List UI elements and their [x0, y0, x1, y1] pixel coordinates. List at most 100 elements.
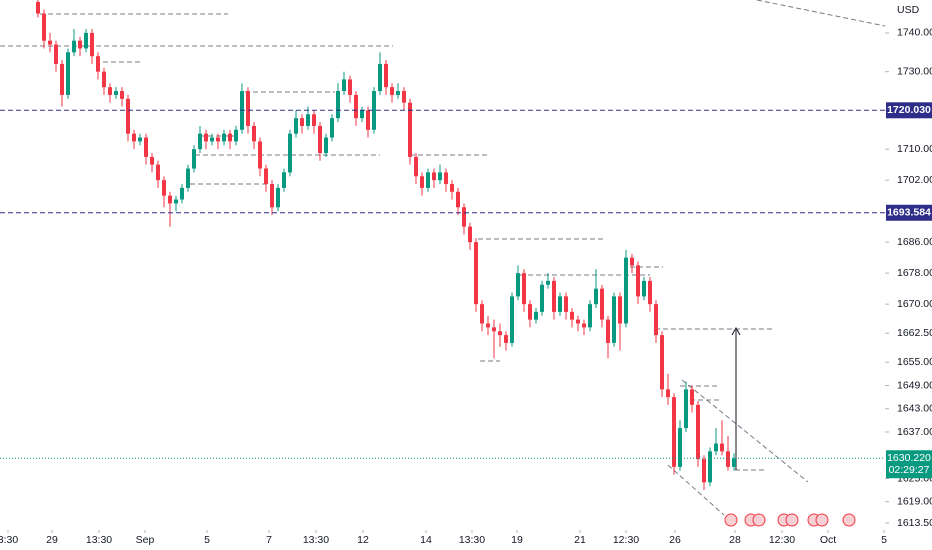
- candle-body: [197, 133, 202, 150]
- candle-body: [167, 195, 172, 204]
- candle-body: [191, 149, 196, 169]
- x-tick-label: 28: [729, 534, 741, 546]
- candle-body: [401, 91, 406, 103]
- candle-body: [497, 331, 502, 336]
- candle-body: [71, 40, 76, 53]
- trend-line: [756, 0, 891, 28]
- candle-body: [41, 13, 46, 41]
- candle-body: [443, 172, 448, 185]
- candle-body: [173, 199, 178, 204]
- x-tick-label: 13:30: [86, 534, 112, 546]
- candle-body: [485, 323, 490, 328]
- candle-body: [311, 114, 316, 126]
- candle-body: [701, 459, 706, 483]
- candle-body: [623, 257, 628, 324]
- candle-body: [389, 87, 394, 95]
- candle-body: [317, 125, 322, 154]
- candle-body: [137, 137, 142, 142]
- candle-body: [59, 63, 64, 95]
- candle-body: [203, 133, 208, 142]
- y-tick-label: 1613.500: [897, 517, 932, 529]
- candle-body: [671, 397, 676, 467]
- candle-body: [125, 98, 130, 134]
- x-tick-label: 19: [511, 534, 523, 546]
- candle-body: [467, 226, 472, 243]
- y-tick-label: 1686.000: [897, 236, 932, 248]
- candle-body: [509, 296, 514, 343]
- candle-body: [455, 191, 460, 208]
- candle-body: [251, 125, 256, 142]
- countdown: 02:29:27: [889, 464, 930, 476]
- x-tick-label: 21: [574, 534, 586, 546]
- candle-body: [383, 63, 388, 88]
- candle-body: [113, 91, 118, 95]
- candle-body: [215, 137, 220, 142]
- y-tick-label: 1710.000: [897, 143, 932, 155]
- candle-body: [227, 133, 232, 142]
- candle-body: [473, 242, 478, 305]
- candle-body: [707, 451, 712, 483]
- y-tick-label: 1740.000: [897, 27, 932, 39]
- event-icon: [752, 513, 766, 527]
- candle-body: [575, 319, 580, 324]
- candle-body: [347, 79, 352, 95]
- candle-body: [449, 184, 454, 192]
- candle-body: [431, 172, 436, 181]
- candle-body: [263, 168, 268, 185]
- candle-body: [371, 91, 376, 130]
- candle-body: [209, 137, 214, 142]
- currency: USD: [897, 4, 920, 16]
- x-tick-label: 13:30: [303, 534, 329, 546]
- y-tick-label: 1670.000: [897, 298, 932, 310]
- last-price-label: 1630.220: [887, 452, 931, 464]
- candle-body: [323, 137, 328, 154]
- x-tick-label: Oct: [820, 534, 836, 546]
- y-tick-label: 1637.000: [897, 426, 932, 438]
- time-axis: [0, 530, 932, 550]
- candle-body: [611, 296, 616, 343]
- candle-body: [95, 56, 100, 72]
- candle-body: [83, 32, 88, 49]
- candle-body: [581, 323, 586, 328]
- candle-body: [119, 91, 124, 99]
- candle-body: [269, 184, 274, 208]
- x-tick-label: 7: [266, 534, 272, 546]
- last-price-box: [886, 450, 932, 479]
- y-tick-label: 1649.000: [897, 379, 932, 391]
- candle-body: [683, 389, 688, 429]
- candle-body: [359, 110, 364, 119]
- candle-body: [341, 79, 346, 92]
- price-label: 1720.030: [887, 104, 931, 116]
- y-tick-label: 1702.000: [897, 174, 932, 186]
- candle-body: [665, 389, 670, 398]
- candle-body: [53, 44, 58, 64]
- candle-body: [65, 52, 70, 95]
- candle-body: [221, 133, 226, 142]
- candle-body: [77, 40, 82, 49]
- candle-body: [557, 296, 562, 312]
- candle-body: [587, 304, 592, 328]
- candle-body: [551, 280, 556, 312]
- candle-body: [377, 63, 382, 92]
- candle-body: [419, 176, 424, 188]
- candle-body: [413, 156, 418, 177]
- candle-body: [437, 172, 442, 181]
- candle-body: [629, 257, 634, 266]
- x-tick-label: 5: [881, 534, 887, 546]
- candle-body: [281, 172, 286, 188]
- plot: [0, 0, 885, 491]
- candle-body: [161, 180, 166, 196]
- y-tick-label: 1619.000: [897, 495, 932, 507]
- y-tick-label: 1655.000: [897, 356, 932, 368]
- candle-body: [527, 304, 532, 320]
- event-icon: [785, 513, 799, 527]
- candle-body: [149, 156, 154, 165]
- event-icon: [815, 513, 829, 527]
- candle-body: [605, 319, 610, 343]
- candle-body: [353, 94, 358, 119]
- candle-body: [725, 451, 730, 467]
- y-tick-label: 1662.500: [897, 327, 932, 339]
- candle-body: [185, 168, 190, 188]
- candle-body: [689, 389, 694, 405]
